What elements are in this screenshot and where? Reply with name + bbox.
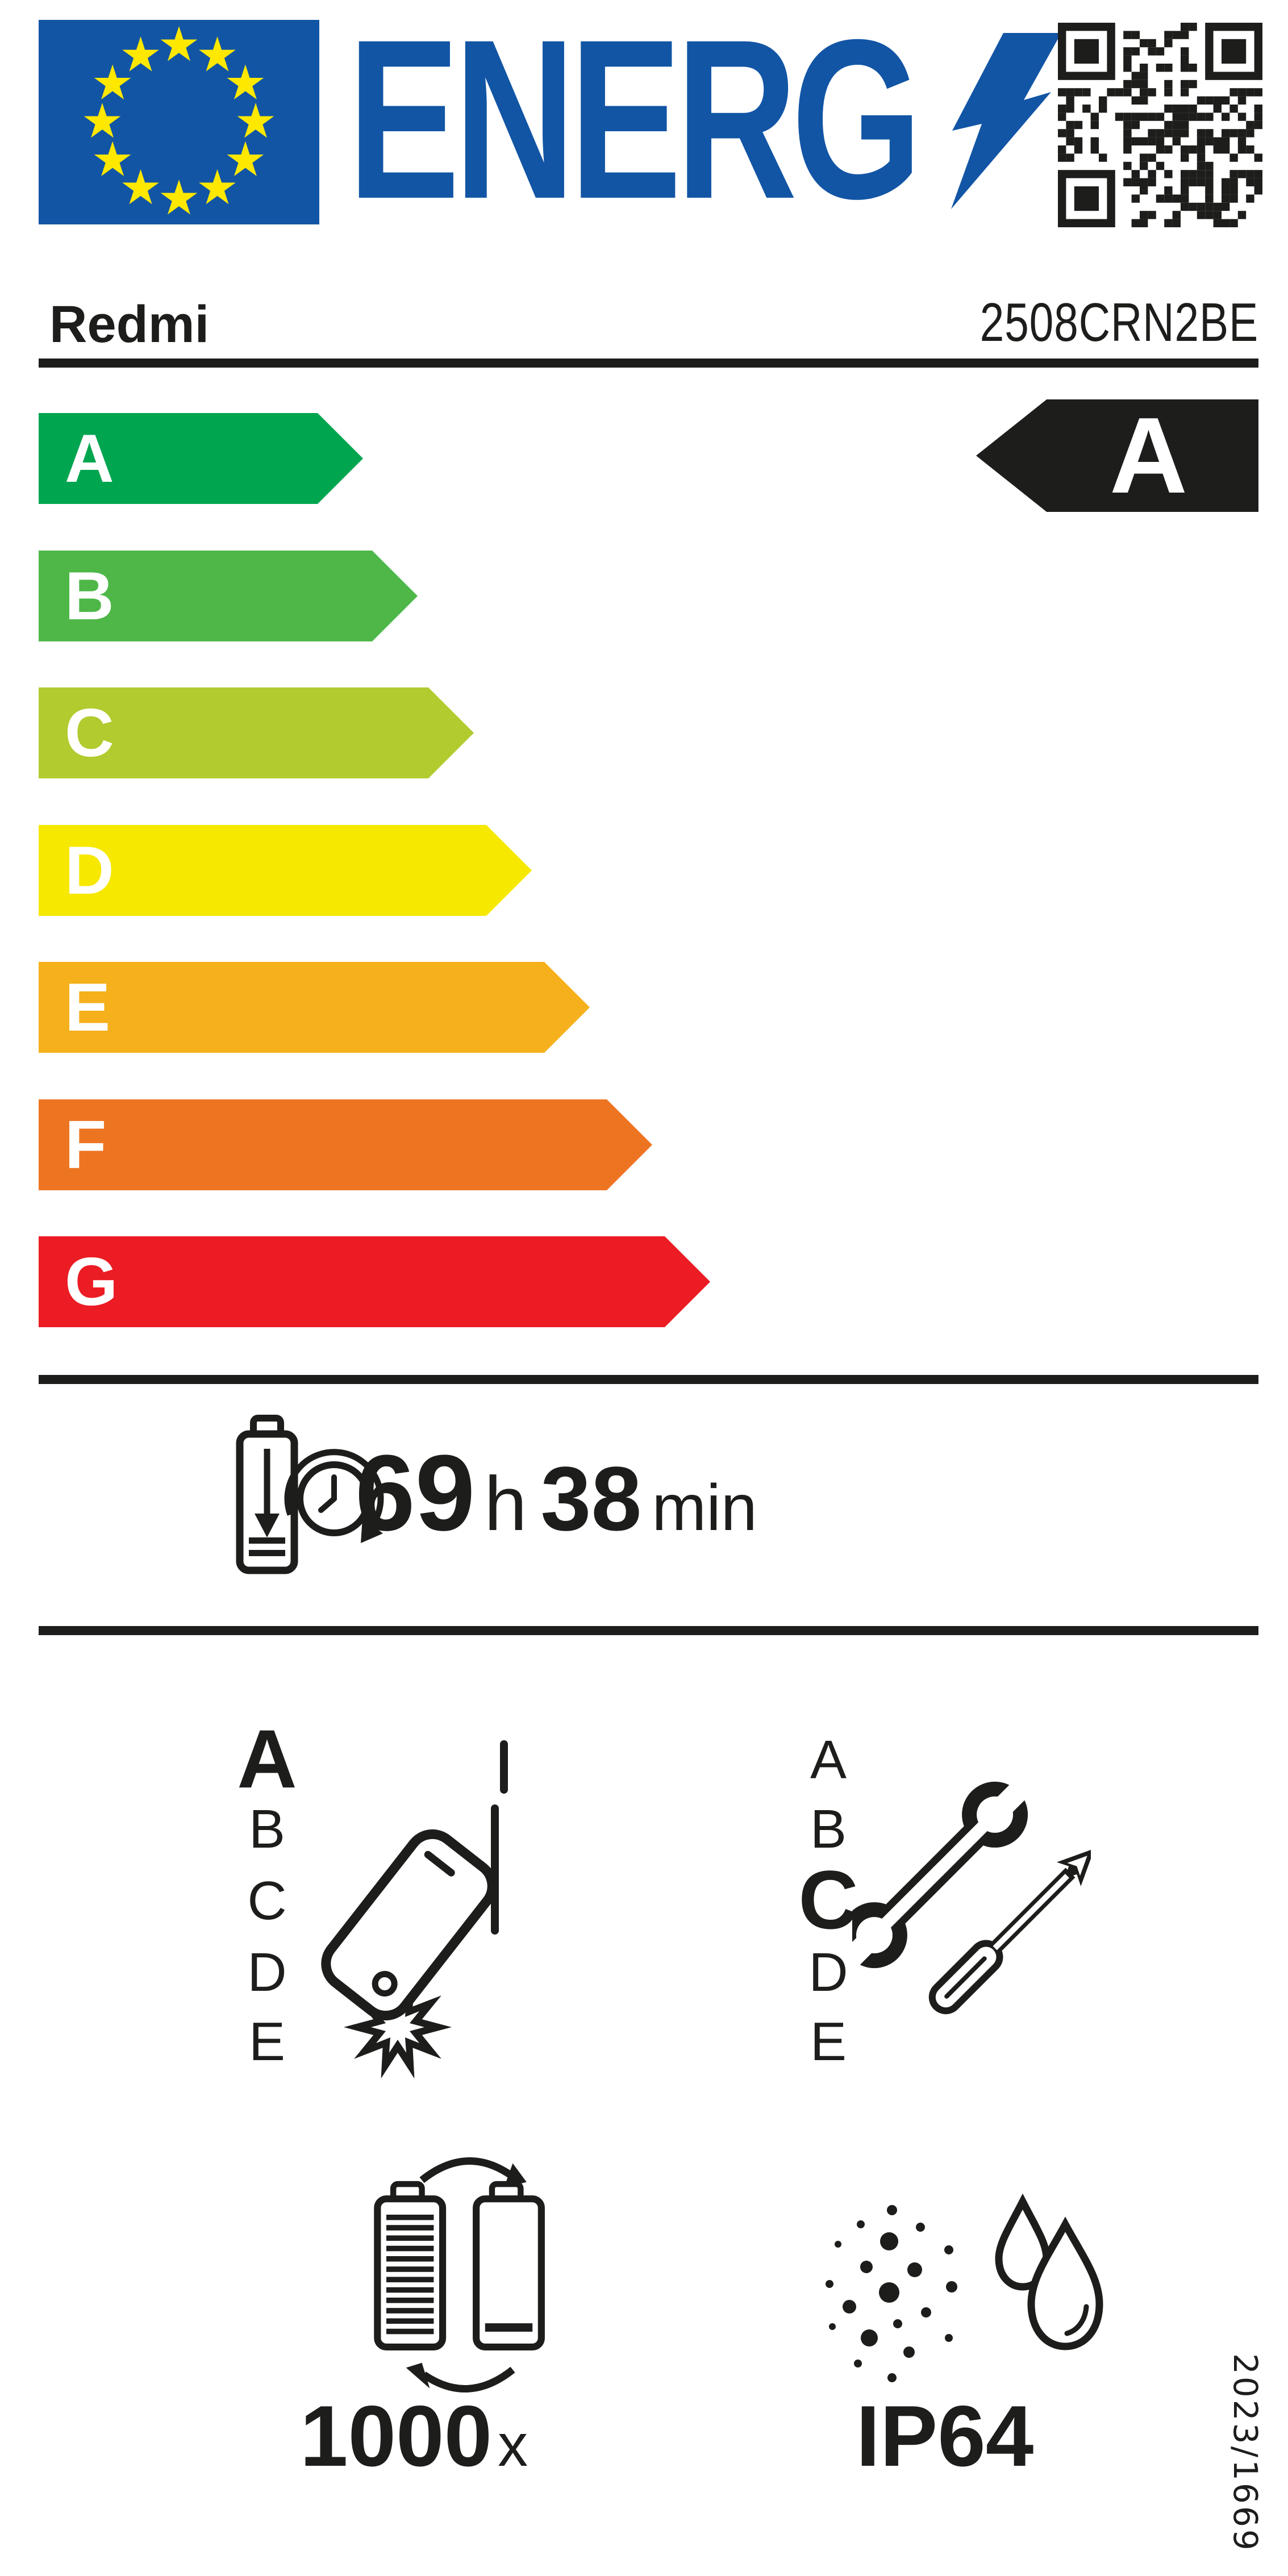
battery-cycles-icon (374, 2157, 545, 2392)
scale-bar-e: E (39, 962, 590, 1053)
endurance-minutes: 38 (540, 1448, 642, 1549)
scale-bar-letter: C (65, 695, 114, 771)
falling-phone-icon (321, 1740, 508, 2078)
energ-logo-text: ENERG (348, 0, 922, 246)
repairability-class-letter: E (810, 2011, 847, 2073)
dust-water-protection-icon (826, 2193, 1103, 2382)
free-fall-class-letter: E (248, 2011, 286, 2073)
free-fall-class-letter: C (247, 1870, 287, 1932)
water-drops (995, 2193, 1103, 2350)
eu-flag-icon (39, 20, 319, 224)
scale-bar-b: B (39, 551, 418, 641)
battery-endurance-icon (236, 1415, 384, 1574)
repairability-class-letter: A (810, 1729, 847, 1791)
scale-bar-letter: E (65, 969, 111, 1045)
scale-bar-letter: A (65, 420, 114, 497)
scale-bar-f: F (39, 1099, 652, 1190)
regulation-number: 2023/1669 (1226, 2353, 1265, 2553)
divider-top (39, 359, 1258, 368)
scale-bar-g: G (39, 1236, 710, 1327)
divider-endurance-bottom (39, 1626, 1258, 1635)
scale-bar-c: C (39, 687, 474, 778)
scale-bar-letter: B (65, 558, 114, 634)
battery-cycles-value: 1000 x (300, 2393, 528, 2479)
repairability-class-letter: D (808, 1942, 848, 2003)
repairability-class-letter: C (798, 1853, 858, 1946)
battery-endurance-value: 69 h 38 min (355, 1439, 757, 1547)
energy-rating-arrow: A (976, 399, 1258, 512)
repairability-class-letter: B (810, 1799, 847, 1860)
endurance-hours-unit: h (484, 1461, 527, 1547)
ip-rating: IP64 (856, 2388, 1034, 2485)
free-fall-class-letter: B (248, 1799, 286, 1860)
lightning-bolt-icon (951, 33, 1061, 209)
cycles-unit: x (498, 2412, 528, 2479)
repair-tools-icon (852, 1773, 1091, 2015)
energy-rating-letter: A (1109, 395, 1188, 516)
divider-endurance-top (39, 1375, 1258, 1384)
qr-code (1058, 23, 1262, 227)
scale-bar-letter: D (65, 832, 114, 908)
endurance-hours: 69 (355, 1433, 476, 1553)
endurance-minutes-unit: min (652, 1472, 757, 1544)
scale-bar-letter: F (65, 1107, 107, 1183)
free-fall-class-letter: D (247, 1942, 287, 2003)
scale-bar-a: A (39, 413, 363, 504)
cycles-number: 1000 (300, 2388, 493, 2485)
free-fall-class-letter: A (237, 1712, 297, 1806)
model-identifier: 2508CRN2BE (979, 292, 1258, 353)
dust-particles (826, 2205, 957, 2382)
scale-bar-letter: G (65, 1244, 118, 1320)
scale-bar-d: D (39, 825, 532, 916)
supplier-name: Redmi (49, 295, 210, 353)
